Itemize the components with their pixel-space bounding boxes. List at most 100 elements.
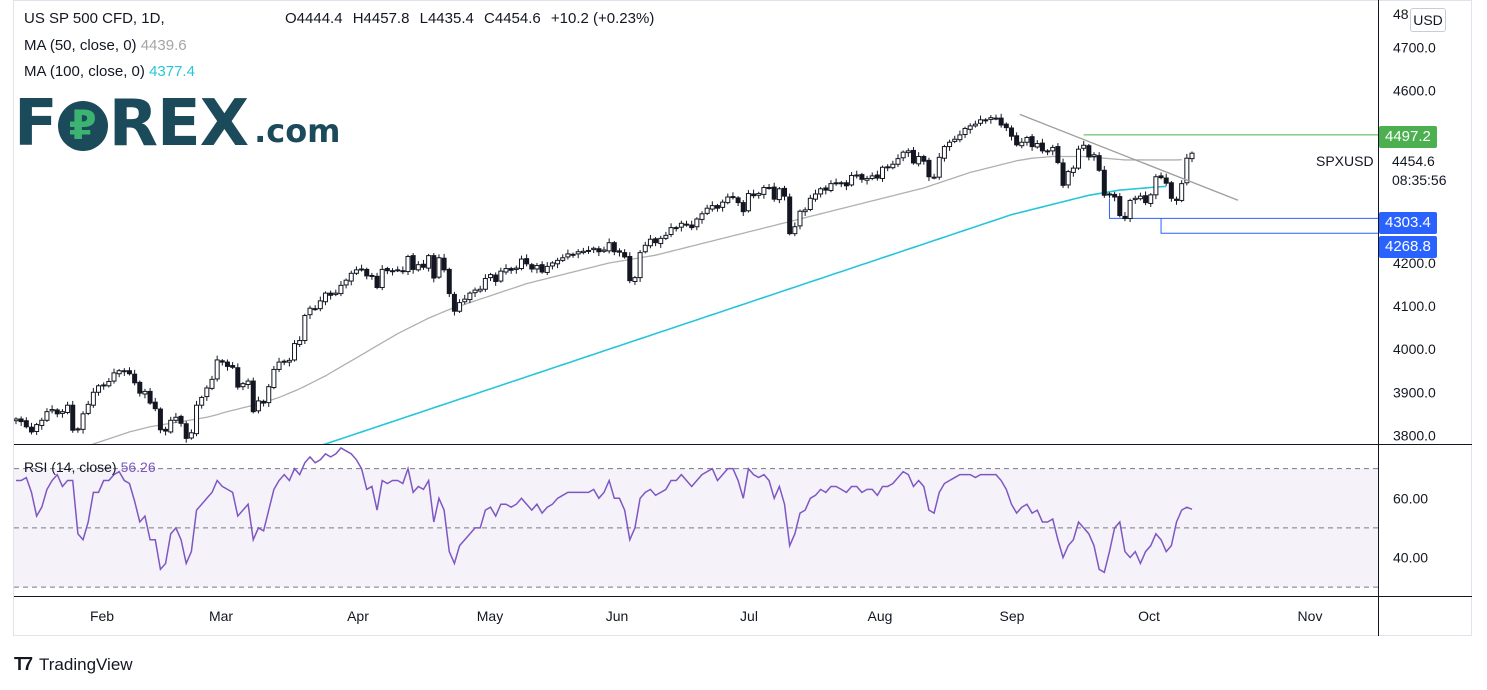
tradingview-branding[interactable]: T7 TradingView: [14, 654, 133, 675]
candle-body: [751, 193, 757, 197]
price-tick-label-partial: 48: [1393, 6, 1409, 22]
logo-suffix: .com: [254, 112, 341, 150]
candle-body: [209, 378, 215, 389]
candle-body: [921, 155, 927, 162]
price-tick-label: 4600.0: [1393, 83, 1436, 99]
candle-body: [384, 268, 390, 272]
candle-body: [410, 255, 416, 270]
candle-body: [152, 401, 158, 410]
candle-body: [972, 123, 978, 127]
candle-body: [70, 404, 76, 431]
candle-body: [978, 119, 984, 124]
candle-body: [787, 196, 793, 235]
logo-coin-icon: [57, 101, 108, 151]
candle-body: [1122, 215, 1128, 220]
candle-body: [446, 268, 452, 295]
candle-body: [1179, 183, 1185, 201]
candle-body: [390, 270, 396, 273]
candle-body: [214, 359, 220, 380]
logo-text-pre: F: [14, 87, 58, 161]
candle-body: [312, 308, 318, 311]
candle-body: [1086, 145, 1092, 158]
candle-body: [142, 390, 148, 395]
candle-body: [580, 250, 586, 254]
ma100-value: 4377.4: [149, 63, 195, 80]
candle-body: [849, 174, 855, 186]
candle-body: [183, 423, 189, 439]
candle-body: [436, 257, 442, 278]
candle-body: [224, 361, 230, 367]
candle-body: [462, 298, 468, 303]
candle-body: [601, 249, 607, 252]
price-pane: [14, 113, 1378, 444]
candle-body: [745, 193, 751, 212]
candle-body: [797, 210, 803, 227]
rsi-line: [16, 447, 1193, 574]
rsi-label: RSI (14, close): [24, 459, 117, 475]
candle-body: [843, 182, 849, 187]
candle-body: [916, 155, 922, 165]
candle-body: [178, 415, 184, 424]
candle-body: [54, 409, 60, 415]
candle-body: [498, 270, 504, 282]
chart-frame: [13, 0, 1472, 636]
candle-body: [18, 418, 24, 423]
candle-body: [240, 383, 246, 388]
rsi-tick-label: 60.00: [1393, 490, 1428, 506]
candle-body: [812, 193, 818, 200]
candle-body: [570, 253, 576, 256]
symbol-title: US SP 500 CFD, 1D,: [24, 10, 165, 27]
candle-body: [1127, 199, 1133, 220]
candle-body: [90, 391, 96, 406]
candle-body: [611, 242, 617, 253]
candle-body: [910, 149, 916, 164]
candle-body: [286, 359, 292, 363]
rsi-legend[interactable]: RSI (14, close) 56.26: [24, 459, 156, 475]
candle-body: [121, 370, 127, 373]
ma100-legend[interactable]: MA (100, close, 0) 4377.4: [24, 63, 195, 80]
candle-body: [952, 138, 958, 142]
candle-body: [1168, 182, 1174, 199]
candle-body: [317, 300, 323, 310]
rsi-band: [14, 468, 1378, 588]
candle-body: [616, 250, 622, 253]
candle-body: [322, 292, 328, 303]
candle-body: [1101, 169, 1107, 196]
candle-body: [271, 368, 277, 389]
candle-body: [833, 182, 839, 185]
candle-body: [802, 209, 808, 213]
candle-body: [735, 197, 741, 204]
candle-body: [343, 279, 349, 286]
candle-body: [39, 419, 45, 426]
forex-logo: F REX.com: [14, 87, 374, 161]
candle-body: [998, 117, 1004, 126]
price-tag-support-1: 4303.4: [1379, 212, 1437, 234]
candle-body: [173, 416, 179, 421]
candle-body: [1014, 135, 1020, 146]
candle-body: [818, 188, 824, 195]
candle-body: [1163, 177, 1169, 184]
candle-body: [328, 292, 334, 296]
candle-body: [405, 255, 411, 273]
candle-body: [663, 234, 669, 239]
currency-button[interactable]: USD: [1410, 8, 1446, 32]
candle-body: [199, 396, 205, 406]
candle-body: [482, 277, 488, 290]
low-value: L4435.4: [419, 10, 474, 27]
candle-body: [555, 259, 561, 265]
candle-body: [431, 255, 437, 279]
candle-body: [297, 340, 303, 345]
candle-body: [596, 248, 602, 253]
candle-body: [1070, 167, 1076, 173]
candle-body: [936, 156, 942, 178]
ma50-legend[interactable]: MA (50, close, 0) 4439.6: [24, 37, 187, 54]
ma50-value: 4439.6: [140, 37, 187, 54]
candle-body: [1153, 176, 1159, 196]
price-tick-label: 3900.0: [1393, 384, 1436, 400]
candle-body: [415, 264, 421, 271]
candle-body: [85, 403, 91, 414]
candle-body: [714, 205, 720, 209]
candle-body: [606, 242, 612, 252]
bar-countdown: 08:35:56: [1392, 172, 1447, 188]
